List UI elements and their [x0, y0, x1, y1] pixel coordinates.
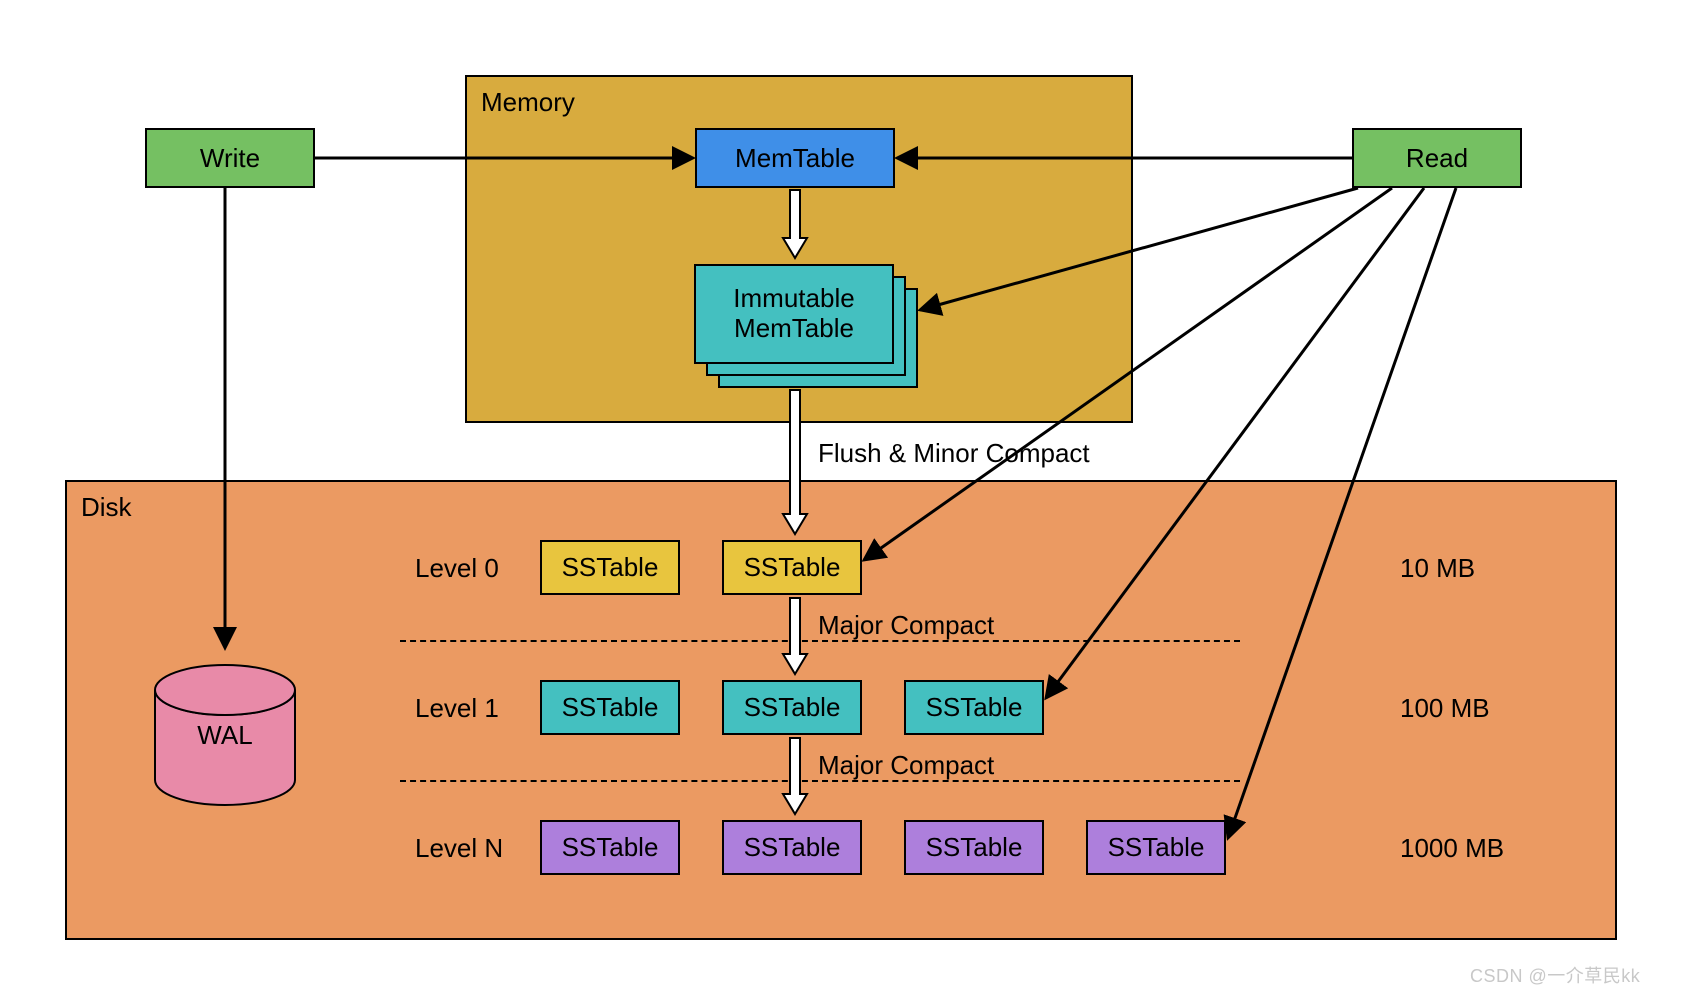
write-node-label: Write — [200, 143, 260, 174]
level-size-label: 1000 MB — [1400, 833, 1504, 864]
level-label: Level 1 — [415, 693, 499, 724]
sstable-node: SSTable — [722, 820, 862, 875]
memtable-node: MemTable — [695, 128, 895, 188]
level-size-label: 10 MB — [1400, 553, 1475, 584]
sstable-node: SSTable — [904, 820, 1044, 875]
write-node: Write — [145, 128, 315, 188]
diagram-canvas: Memory Disk Write Read MemTable Immutabl… — [0, 0, 1702, 988]
immutable-memtable-label-2: MemTable — [734, 314, 854, 344]
sstable-node: SSTable — [540, 820, 680, 875]
level-divider — [400, 780, 1240, 782]
immutable-memtable-node: Immutable MemTable — [694, 264, 894, 364]
sstable-node: SSTable — [904, 680, 1044, 735]
disk-region-label: Disk — [81, 492, 132, 523]
read-node-label: Read — [1406, 143, 1468, 174]
memory-region-label: Memory — [481, 87, 575, 118]
level-divider — [400, 640, 1240, 642]
sstable-node: SSTable — [722, 540, 862, 595]
immutable-memtable-label-1: Immutable — [733, 284, 854, 314]
sstable-node: SSTable — [540, 540, 680, 595]
watermark: CSDN @一介草民kk — [1470, 962, 1640, 988]
major-compact-label: Major Compact — [818, 610, 994, 641]
read-node: Read — [1352, 128, 1522, 188]
sstable-node: SSTable — [722, 680, 862, 735]
major-compact-label: Major Compact — [818, 750, 994, 781]
memtable-node-label: MemTable — [735, 143, 855, 174]
flush-minor-compact-label: Flush & Minor Compact — [818, 438, 1090, 469]
sstable-node: SSTable — [1086, 820, 1226, 875]
wal-label: WAL — [197, 720, 252, 750]
level-label: Level 0 — [415, 553, 499, 584]
wal-cylinder: WAL — [153, 663, 297, 807]
level-size-label: 100 MB — [1400, 693, 1490, 724]
sstable-node: SSTable — [540, 680, 680, 735]
level-label: Level N — [415, 833, 503, 864]
